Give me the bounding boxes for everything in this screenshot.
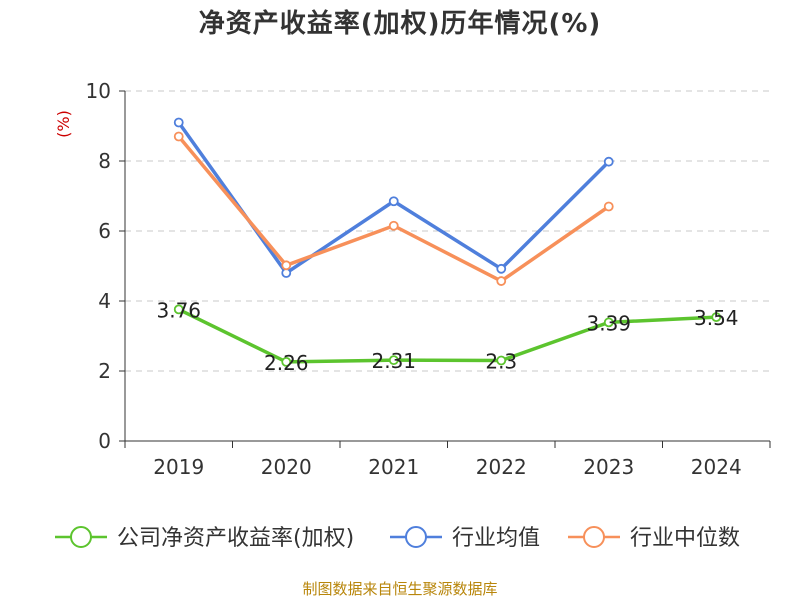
legend-item-0: 公司净资产收益率(加权) [55,526,354,551]
series-point-0 [496,355,507,366]
legend-label: 公司净资产收益率(加权) [117,526,354,551]
data-label: 3.54 [694,306,739,330]
legend-marker [583,526,605,548]
series-point-1 [173,117,184,128]
series-point-2 [173,131,184,142]
y-tick-label: 4 [98,289,111,313]
series-point-0 [603,317,614,328]
series-point-2 [281,260,292,271]
series-point-2 [603,201,614,212]
series-point-0 [711,312,722,323]
series-line-2 [177,134,611,283]
x-tick-label: 2019 [153,455,204,479]
x-tick-label: 2023 [583,455,634,479]
source-note: 制图数据来自恒生聚源数据库 [302,580,498,598]
legend-item-2: 行业中位数 [568,526,740,551]
data-label: 2.26 [264,351,309,375]
x-tick-label: 2022 [476,455,527,479]
legend-label: 行业中位数 [630,526,740,551]
series-point-2 [388,220,399,231]
y-tick-label: 0 [98,429,111,453]
series-point-1 [603,156,614,167]
legend-marker [405,526,427,548]
legend-marker [70,526,92,548]
y-tick-label: 2 [98,359,111,383]
y-axis-label: (%) [54,110,73,138]
series-point-0 [388,355,399,366]
series-point-2 [496,276,507,286]
legend-label: 行业均值 [452,526,540,551]
series-point-1 [496,263,507,274]
series-point-1 [281,268,292,278]
x-tick-label: 2024 [691,455,742,479]
data-label: 3.76 [156,298,201,322]
legend-item-1: 行业均值 [390,526,540,551]
series-point-0 [281,356,292,367]
x-tick-label: 2021 [368,455,419,479]
series-point-0 [173,304,184,315]
y-tick-label: 10 [86,79,111,103]
series-point-1 [388,196,399,207]
data-label: 2.31 [371,349,416,373]
series-line-0 [177,307,718,364]
y-tick-label: 6 [98,219,111,243]
y-tick-label: 8 [98,149,111,173]
x-tick-label: 2020 [261,455,312,479]
data-label: 2.3 [485,350,517,374]
data-label: 3.39 [586,311,631,335]
chart-title: 净资产收益率(加权)历年情况(%) [198,9,602,39]
